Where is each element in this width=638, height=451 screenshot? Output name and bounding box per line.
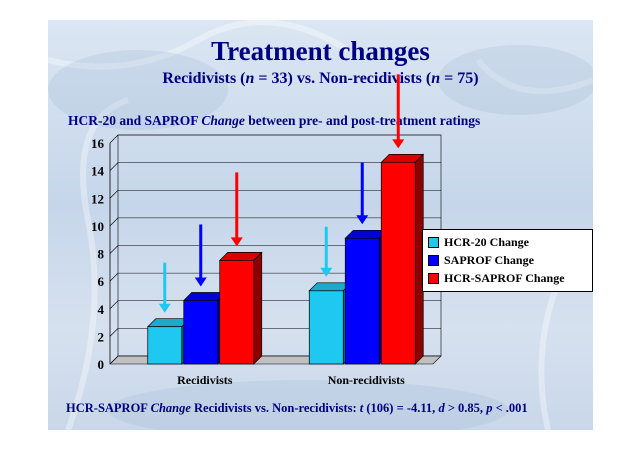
gridline-depth <box>109 217 119 227</box>
y-tick-label: 4 <box>98 302 105 317</box>
gridline-depth <box>109 190 119 199</box>
y-tick-label: 8 <box>98 247 105 262</box>
slide-title: Treatment changes <box>211 36 430 66</box>
gridline-depth <box>109 245 119 254</box>
y-tick-label: 10 <box>91 219 104 234</box>
chart-heading: HCR-20 and SAPROF Change between pre- an… <box>68 113 481 128</box>
x-category-label: Non-recidivists <box>328 373 405 387</box>
y-tick-label: 6 <box>98 274 105 289</box>
bar <box>380 161 416 365</box>
y-tick-label: 16 <box>91 136 105 151</box>
bar <box>344 237 380 365</box>
gridline-depth <box>109 300 119 309</box>
statistics-footer: HCR-SAPROF Change Recidivists vs. Non-re… <box>66 401 528 415</box>
increase-arrow-head <box>158 303 171 313</box>
gridline-depth <box>109 355 119 365</box>
y-tick-label: 14 <box>91 164 105 179</box>
increase-arrow-head <box>194 277 207 287</box>
bar <box>183 300 219 365</box>
bar-chart: 0 2 4 6 8 10 12 14 16 Recidivists Non-recidivists <box>91 74 442 387</box>
bar-side <box>253 251 263 365</box>
y-tick-label: 12 <box>91 191 104 206</box>
gridline-depth <box>109 328 119 337</box>
legend-swatch <box>428 236 439 248</box>
y-tick-label: 2 <box>98 329 105 344</box>
tree-texture-background <box>48 20 593 430</box>
x-category-label: Recidivists <box>177 373 233 387</box>
slide-subtitle: Recidivists (n = 33) vs. Non-recidivists… <box>162 70 479 87</box>
chart-legend: HCR-20 Change SAPROF Change HCR-SAPROF C… <box>422 229 593 292</box>
increase-arrow-head <box>320 267 333 277</box>
gridline-depth <box>109 134 119 144</box>
bar <box>308 290 344 365</box>
legend-item-saprof: SAPROF Change <box>428 251 586 269</box>
legend-item-hcr-saprof: HCR-SAPROF Change <box>428 269 586 287</box>
gridline-depth <box>109 162 119 171</box>
slide-background: Treatment changes Recidivists (n = 33) v… <box>48 20 593 430</box>
legend-item-hcr20: HCR-20 Change <box>428 233 586 251</box>
bar <box>219 260 255 365</box>
legend-swatch <box>428 254 439 266</box>
increase-arrow-head <box>392 139 405 149</box>
increase-arrow-head <box>356 215 369 225</box>
increase-arrow-head <box>230 237 243 247</box>
bar <box>147 326 183 365</box>
legend-swatch <box>428 272 439 284</box>
y-tick-label: 0 <box>98 357 105 372</box>
gridline-depth <box>109 272 119 282</box>
